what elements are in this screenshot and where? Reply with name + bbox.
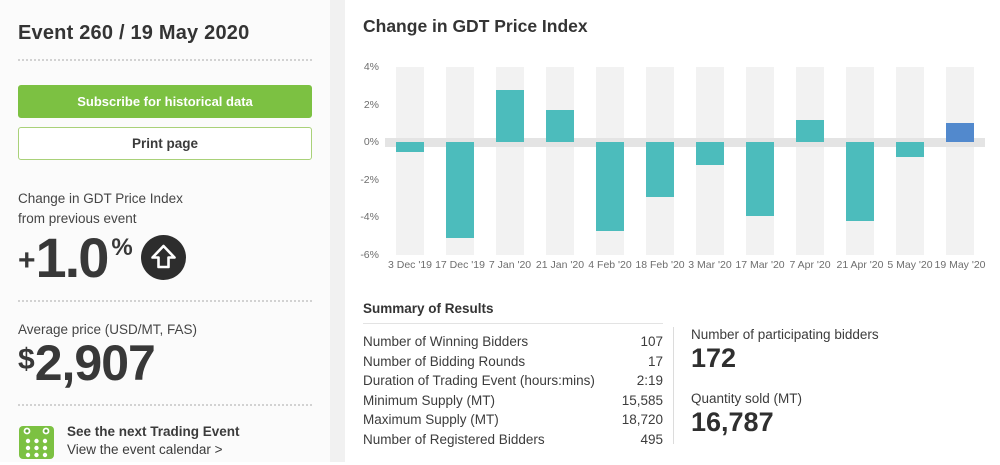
x-tick-label: 17 Dec '19	[435, 259, 485, 271]
next-event-text: See the next Trading Event View the even…	[67, 423, 240, 459]
sidebar: Event 260 / 19 May 2020 Subscribe for hi…	[0, 0, 330, 462]
change-stat: + 1.0 %	[18, 230, 312, 286]
print-page-button[interactable]: Print page	[18, 127, 312, 160]
y-tick-label: -4%	[360, 211, 379, 224]
summary-highlights: Number of participating bidders 172 Quan…	[673, 327, 879, 444]
next-event-title: See the next Trading Event	[67, 423, 240, 439]
summary-row: Minimum Supply (MT) 15,585	[363, 391, 663, 411]
up-arrow-circle-icon	[140, 235, 186, 285]
x-tick-label: 3 Mar '20	[688, 259, 732, 271]
summary-rows: Number of Winning Bidders 107 Number of Bi…	[363, 332, 663, 450]
chart-bar[interactable]	[946, 123, 974, 143]
summary-row-value: 495	[640, 431, 663, 447]
x-tick-label: 19 May '20	[934, 259, 986, 271]
summary-row: Duration of Trading Event (hours:mins) 2:…	[363, 371, 663, 391]
summary-row-label: Duration of Trading Event (hours:mins)	[363, 373, 595, 389]
y-tick-label: 0%	[363, 136, 379, 149]
chart-bar[interactable]	[796, 119, 824, 143]
sidebar-gutter	[330, 0, 345, 462]
summary-row-label: Minimum Supply (MT)	[363, 392, 496, 408]
divider	[18, 59, 312, 61]
calendar-icon	[18, 423, 55, 465]
main-content: Change in GDT Price Index 3 Dec '19 17 De…	[345, 0, 1000, 462]
average-price-value: 2,907	[34, 335, 156, 392]
price-index-chart: 3 Dec '19 17 Dec '19 7 Jan '20 21 Jan '20 4 …	[360, 61, 987, 277]
chart-zero-line-band	[385, 137, 985, 147]
chart-column-band	[396, 67, 424, 255]
chart-bar[interactable]	[446, 142, 474, 239]
summary-table: Summary of Results Number of Winning Bid…	[363, 301, 663, 450]
summary-row: Number of Bidding Rounds 17	[363, 352, 663, 372]
summary-row-label: Number of Registered Bidders	[363, 431, 545, 447]
x-tick-label: 4 Feb '20	[588, 259, 632, 271]
chart-bar[interactable]	[746, 142, 774, 216]
chart-bar[interactable]	[646, 142, 674, 197]
highlight-label: Quantity sold (MT)	[691, 390, 803, 406]
chart-column-band	[896, 67, 924, 255]
summary-row: Number of Registered Bidders 495	[363, 430, 663, 450]
average-price-label: Average price (USD/MT, FAS)	[18, 322, 198, 338]
highlight-label: Number of participating bidders	[691, 327, 879, 342]
highlight-quantity-sold: Quantity sold (MT) 16,787	[691, 391, 879, 440]
change-stat-label-line2: from previous event	[18, 210, 137, 226]
chart-bar[interactable]	[596, 142, 624, 231]
x-tick-label: 21 Jan '20	[535, 259, 585, 271]
summary-row-value: 18,720	[621, 412, 663, 428]
change-stat-label: Change in GDT Price Index from previous …	[18, 189, 312, 228]
chart-column-band	[546, 67, 574, 255]
x-tick-label: 17 Mar '20	[735, 259, 785, 271]
y-tick-label: -6%	[360, 249, 379, 261]
next-event-block: See the next Trading Event View the even…	[18, 423, 312, 465]
chart-bar[interactable]	[696, 142, 724, 165]
change-unit: %	[111, 234, 133, 262]
summary-row: Maximum Supply (MT) 18,720	[363, 410, 663, 430]
summary-row-label: Number of Winning Bidders	[363, 334, 529, 349]
summary-heading: Summary of Results	[363, 301, 663, 324]
summary-row-value: 107	[640, 334, 663, 349]
event-title: Event 260 / 19 May 2020	[18, 22, 250, 44]
chart-title: Change in GDT Price Index	[363, 16, 588, 36]
x-tick-label: 18 Feb '20	[635, 259, 685, 271]
event-calendar-link[interactable]: View the event calendar >	[67, 441, 223, 457]
summary-row-value: 15,585	[621, 392, 663, 408]
highlight-value: 172	[691, 343, 737, 373]
y-tick-label: 4%	[363, 61, 379, 73]
summary-row-label: Maximum Supply (MT)	[363, 412, 499, 428]
change-stat-label-line1: Change in GDT Price Index	[18, 191, 183, 206]
chart-bar[interactable]	[896, 142, 924, 158]
summary-row-value: 17	[647, 353, 663, 369]
chart-column-band	[946, 67, 974, 255]
divider	[18, 403, 312, 406]
y-tick-label: 2%	[363, 98, 379, 111]
change-value: 1.0	[35, 226, 110, 290]
divider	[18, 300, 312, 303]
summary-row-label: Number of Bidding Rounds	[363, 353, 526, 369]
currency-symbol: $	[18, 343, 35, 377]
subscribe-button[interactable]: Subscribe for historical data	[18, 85, 312, 118]
change-sign: +	[18, 244, 36, 278]
highlight-participating-bidders: Number of participating bidders 172	[691, 327, 879, 376]
chart-bar[interactable]	[546, 110, 574, 143]
summary-of-results: Summary of Results Number of Winning Bid…	[363, 301, 987, 450]
y-tick-label: -2%	[360, 173, 379, 186]
chart-plot-area: 3 Dec '19 17 Dec '19 7 Jan '20 21 Jan '20 4 …	[385, 67, 986, 271]
x-tick-label: 5 May '20	[887, 259, 933, 271]
summary-row-value: 2:19	[636, 373, 663, 389]
chart-column-band	[796, 67, 824, 255]
x-tick-label: 7 Apr '20	[789, 259, 831, 271]
summary-row: Number of Winning Bidders 107	[363, 332, 663, 352]
x-tick-label: 7 Jan '20	[488, 259, 532, 271]
x-tick-label: 3 Dec '19	[387, 259, 433, 271]
chart-bar[interactable]	[846, 142, 874, 222]
x-tick-label: 21 Apr '20	[836, 259, 884, 271]
average-price: $ 2,907	[18, 337, 312, 390]
highlight-value: 16,787	[691, 406, 774, 437]
chart-bar[interactable]	[496, 89, 524, 143]
chart-bar[interactable]	[396, 142, 424, 152]
